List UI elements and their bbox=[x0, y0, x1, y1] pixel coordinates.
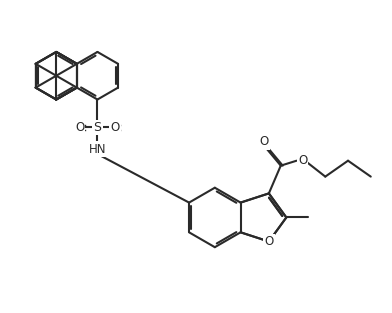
Text: O: O bbox=[111, 121, 120, 134]
Text: O: O bbox=[75, 121, 84, 134]
Text: O: O bbox=[259, 135, 269, 148]
Text: S: S bbox=[93, 121, 102, 134]
Text: O: O bbox=[298, 154, 307, 167]
Text: O: O bbox=[264, 235, 274, 248]
Text: HN: HN bbox=[89, 142, 106, 156]
